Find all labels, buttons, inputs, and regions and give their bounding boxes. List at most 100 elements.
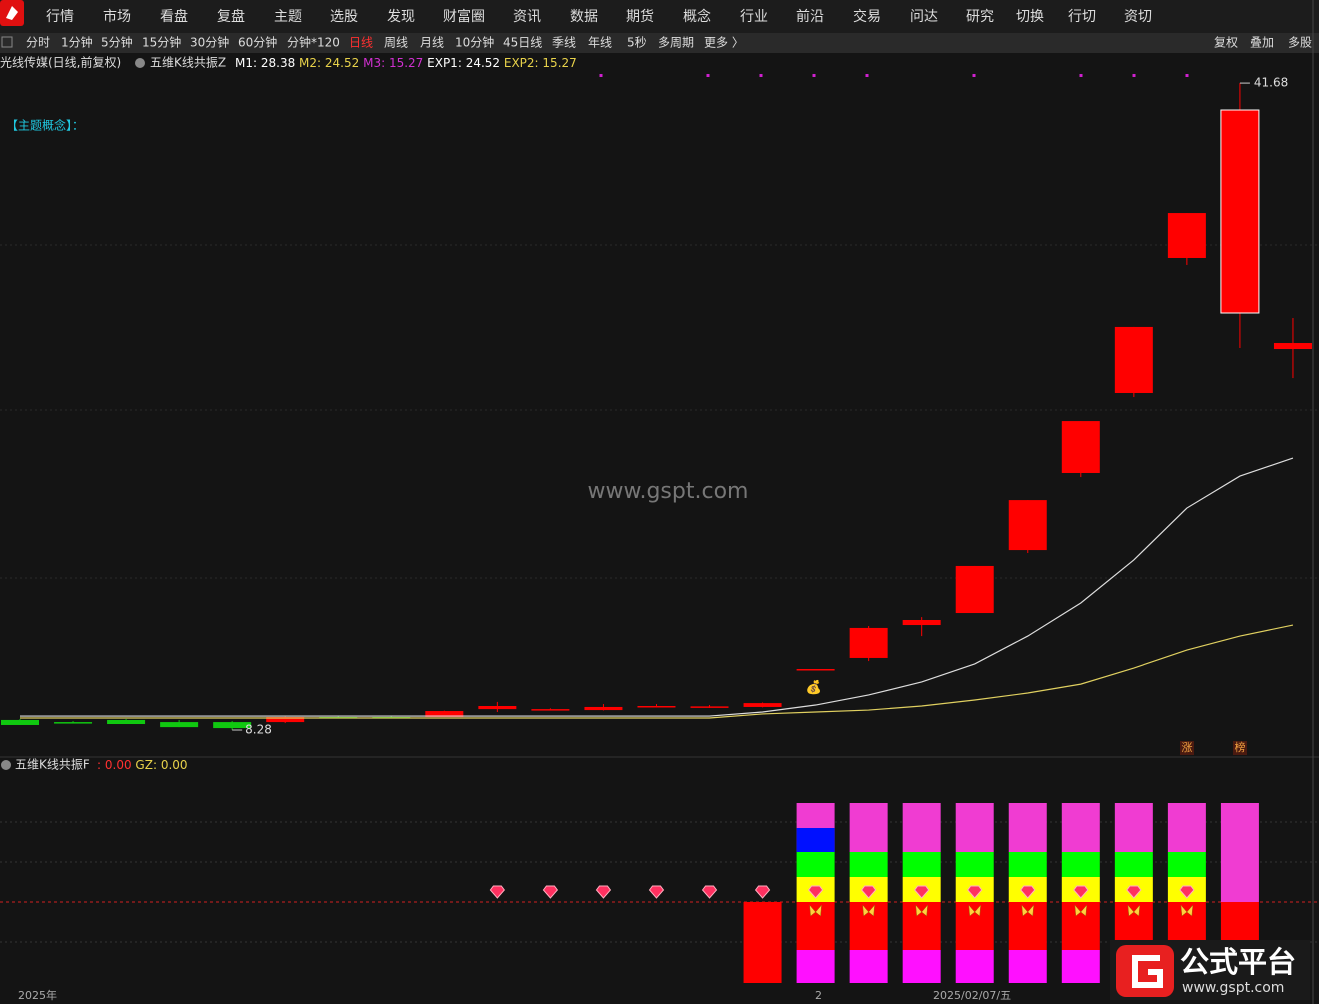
signal-dot (599, 74, 603, 77)
menu-item[interactable]: 问达 (910, 9, 938, 25)
period-tab[interactable]: 10分钟 (455, 35, 494, 50)
indicator-icon[interactable] (135, 58, 145, 68)
signal-block (1167, 852, 1206, 877)
logo-title: 公式平台 (1180, 945, 1296, 979)
menu-item[interactable]: 资切 (1124, 9, 1152, 25)
period-tab[interactable]: 分时 (26, 36, 50, 50)
menu-item[interactable]: 数据 (570, 9, 598, 25)
period-tab[interactable]: 年线 (588, 36, 612, 50)
signal-block (1061, 902, 1100, 950)
period-tab[interactable]: 分钟*120 (287, 35, 340, 50)
period-tab[interactable]: 30分钟 (190, 35, 229, 50)
indicator-icon[interactable] (1, 760, 11, 770)
period-tab[interactable]: 15分钟 (142, 35, 181, 50)
menu-item[interactable]: 发现 (387, 9, 415, 25)
butterfly-icon (1021, 904, 1035, 917)
diamond-icon (1073, 885, 1089, 899)
signal-block (1061, 803, 1100, 852)
toolbar-button[interactable]: 叠加 (1250, 36, 1274, 50)
signal-block (955, 950, 994, 983)
signal-block (955, 803, 994, 852)
menu-item[interactable]: 看盘 (160, 8, 188, 25)
panel-toggle[interactable] (1, 36, 13, 48)
period-tab[interactable]: 季线 (552, 36, 576, 50)
candle-body (1008, 500, 1047, 551)
sub-chart (489, 803, 1259, 983)
butterfly-icon (862, 904, 875, 917)
indicator-value: 24.52 (325, 56, 359, 70)
candle-body (690, 706, 729, 708)
signal-block (796, 852, 835, 877)
candle-body (1114, 326, 1153, 393)
menu-item[interactable]: 行业 (740, 9, 768, 25)
candle-body (955, 565, 994, 614)
signal-block (1008, 852, 1047, 877)
diamond-icon (807, 885, 824, 899)
signal-dot (865, 74, 869, 77)
signal-block (796, 950, 835, 983)
menu-item[interactable]: 前沿 (796, 8, 824, 25)
signal-block (1008, 950, 1047, 983)
toolbar-button[interactable]: 多股 (1288, 36, 1312, 50)
period-tab[interactable]: 月线 (420, 36, 444, 50)
menu-item[interactable]: 财富圈 (443, 8, 485, 25)
signal-dot (759, 74, 763, 77)
candle-body (425, 711, 464, 718)
logo-icon (1116, 945, 1174, 997)
period-tab[interactable]: 45日线 (503, 36, 542, 50)
period-tab[interactable]: 日线 (349, 36, 373, 50)
period-bar (0, 33, 1319, 53)
signal-block (902, 950, 941, 983)
period-tab[interactable]: 1分钟 (61, 35, 93, 50)
menu-item[interactable]: 复盘 (217, 8, 245, 25)
app-logo-mark (6, 6, 18, 20)
menu-item[interactable]: 切换 (1016, 8, 1044, 25)
indicator-label: M3: (363, 56, 385, 70)
menu-item[interactable]: 概念 (683, 8, 711, 25)
watermark: www.gspt.com (588, 479, 749, 504)
period-tab[interactable]: 多周期 (658, 36, 694, 50)
menu-item[interactable]: 研究 (966, 9, 994, 25)
indicator-label: EXP2: (504, 56, 539, 70)
tag: 涨 (1182, 741, 1193, 754)
signal-block (1220, 803, 1259, 902)
indicator-value: 15.27 (389, 56, 423, 70)
signal-block (849, 902, 888, 950)
indicator-label: : (97, 758, 101, 772)
period-tab[interactable]: 5秒 (627, 36, 647, 50)
period-tab[interactable]: 周线 (384, 36, 408, 50)
tag-box (1180, 741, 1194, 755)
candle-body (213, 722, 252, 729)
candle-body (796, 669, 835, 671)
menu-item[interactable]: 市场 (103, 8, 131, 25)
candle-body (160, 722, 199, 728)
menu-item[interactable]: 主题 (274, 9, 302, 25)
moving-average (20, 457, 1294, 717)
toolbar-button[interactable]: 复权 (1214, 36, 1238, 50)
menu-item[interactable]: 资讯 (513, 9, 541, 25)
menu-item[interactable]: 行情 (46, 9, 74, 25)
period-tab[interactable]: 60分钟 (238, 35, 277, 50)
butterfly-icon (1127, 904, 1141, 917)
menu-item[interactable]: 交易 (853, 8, 881, 25)
signal-block (796, 902, 835, 950)
indicator-value: 0.00 (105, 758, 132, 772)
period-tab[interactable]: 5分钟 (101, 35, 133, 50)
sub-indicator-values: : 0.00 GZ: 0.00 (97, 758, 188, 772)
butterfly-icon (1180, 904, 1194, 917)
signal-dot (812, 74, 816, 77)
candle-body (584, 706, 623, 711)
indicator-name: 五维K线共振Z (150, 56, 226, 70)
indicator-value: 24.52 (466, 56, 500, 70)
period-tab[interactable]: 更多 〉 (704, 36, 744, 50)
candle-body (266, 717, 305, 723)
menu-item[interactable]: 选股 (330, 9, 358, 25)
signal-block (1061, 852, 1100, 877)
diamond-icon (701, 885, 718, 899)
menu-item[interactable]: 期货 (626, 8, 654, 25)
butterfly-icon (915, 904, 928, 917)
diamond-icon (967, 885, 983, 899)
menu-item[interactable]: 行切 (1068, 9, 1096, 25)
